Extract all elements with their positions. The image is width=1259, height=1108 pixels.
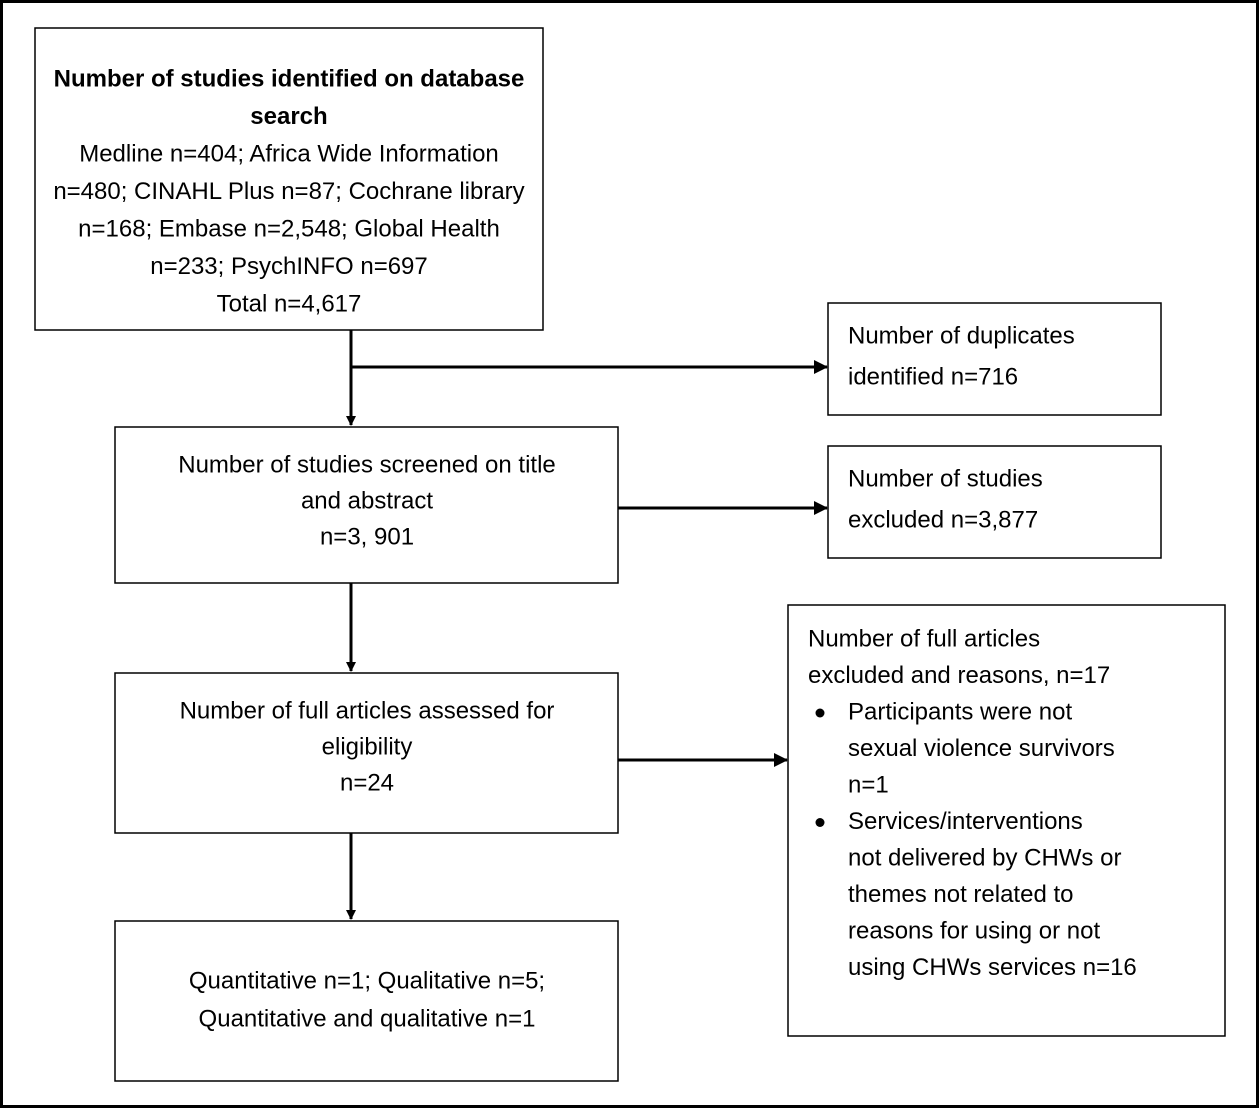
node-text: Number of full articles assessed for [180, 697, 555, 724]
node-text: Quantitative n=1; Qualitative n=5; [189, 967, 545, 994]
box-excluded [827, 445, 1162, 559]
box-full-excluded [787, 604, 1226, 1037]
box-duplicates [827, 302, 1162, 416]
node-text: n=480; CINAHL Plus n=87; Cochrane librar… [53, 178, 524, 205]
node-title: search [250, 103, 327, 130]
node-text: n=24 [340, 769, 394, 796]
node-text: excluded n=3,877 [848, 506, 1038, 533]
node-text: Quantitative and qualitative n=1 [199, 1005, 536, 1032]
node-text: Number of duplicates [848, 322, 1075, 349]
bullet [815, 818, 825, 827]
node-text: excluded and reasons, n=17 [808, 662, 1110, 689]
node-text: Number of studies [848, 465, 1043, 492]
box-screened [114, 426, 619, 584]
bullet-text: n=1 [848, 771, 889, 798]
bullet [815, 708, 825, 718]
node-text: n=3, 901 [320, 523, 414, 550]
box-assessed [114, 672, 619, 834]
node-text: identified n=716 [848, 363, 1018, 390]
bullet-text: sexual violence survivors [848, 735, 1115, 762]
bullet-text: Participants were not [848, 698, 1072, 725]
node-text: n=168; Embase n=2,548; Global Health [78, 215, 500, 242]
node-title: Number of studies identified on database [54, 65, 525, 92]
bullet-text: themes not related to [848, 881, 1073, 908]
box-included [114, 920, 619, 1082]
node-text: Number of full articles [808, 625, 1040, 652]
bullet-text: Services/interventions [848, 808, 1083, 835]
node-text: Number of studies screened on title [178, 451, 556, 478]
node-text: Medline n=404; Africa Wide Information [79, 140, 499, 167]
box-identified [34, 27, 544, 331]
node-text: n=233; PsychINFO n=697 [150, 253, 428, 280]
node-text: eligibility [322, 733, 413, 760]
bullet-text: not delivered by CHWs or [848, 844, 1121, 871]
bullet-text: reasons for using or not [848, 917, 1100, 944]
node-text: and abstract [301, 487, 433, 514]
bullet-text: using CHWs services n=16 [848, 954, 1137, 981]
node-text: Total n=4,617 [217, 290, 362, 317]
